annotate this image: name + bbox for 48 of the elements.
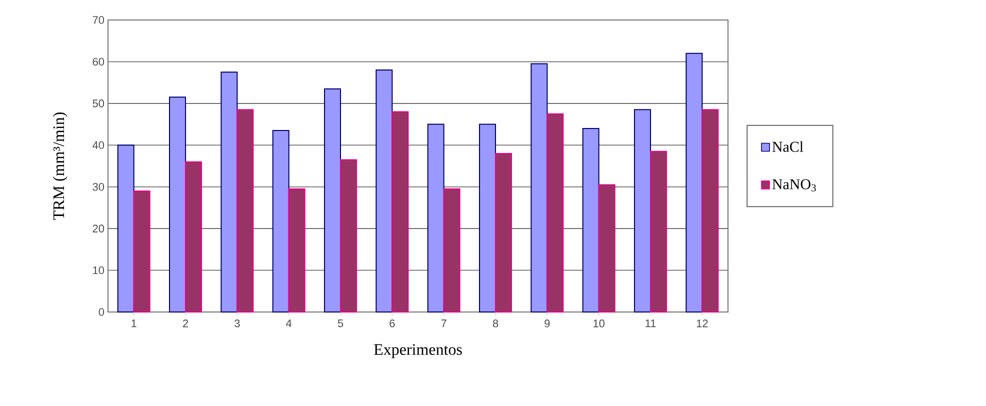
bar <box>376 70 393 312</box>
bar <box>324 88 342 312</box>
y-tick-label: 70 <box>92 16 104 24</box>
x-tick-label: 10 <box>594 320 605 328</box>
bar <box>117 144 134 312</box>
bar <box>133 190 150 312</box>
bar <box>236 109 254 312</box>
bar <box>169 96 186 312</box>
bar <box>495 152 512 312</box>
x-tick-label: 11 <box>646 320 656 328</box>
x-tick-label: 4 <box>286 320 292 328</box>
bar <box>185 161 202 312</box>
bar <box>634 109 651 312</box>
x-axis-title: Experimentos <box>374 344 462 358</box>
x-tick-label: 7 <box>441 320 446 328</box>
bar <box>546 113 564 312</box>
x-tick-label: 12 <box>696 320 708 328</box>
bar <box>598 184 616 312</box>
y-axis-title: TRM (mm³/min) <box>52 112 68 220</box>
y-tick-label: 20 <box>92 224 104 232</box>
x-tick-label: 2 <box>183 320 188 328</box>
bar <box>686 52 703 312</box>
x-tick-label: 5 <box>338 320 344 328</box>
y-tick-label: 50 <box>92 100 104 108</box>
bar <box>392 111 409 312</box>
y-tick-label: 0 <box>98 308 104 316</box>
bar <box>427 124 444 312</box>
x-tick-label: 8 <box>492 320 498 328</box>
bar <box>650 150 667 312</box>
y-tick-label: 10 <box>93 266 104 274</box>
y-tick-label: 40 <box>92 141 104 150</box>
x-tick-label: 3 <box>234 320 240 328</box>
bar <box>220 72 238 312</box>
x-tick-label: 1 <box>132 320 136 328</box>
bar <box>340 159 358 312</box>
x-tick-label: 6 <box>390 320 395 328</box>
legend-label: NaCl <box>772 141 804 152</box>
bar <box>702 109 719 312</box>
bar <box>530 63 548 312</box>
bar <box>582 128 600 312</box>
legend-label: NaNO$_{3}$ <box>772 179 816 192</box>
bar <box>479 124 496 312</box>
bar <box>443 188 460 312</box>
bar <box>272 130 290 312</box>
x-tick-label: 9 <box>544 320 550 328</box>
y-tick-label: 60 <box>92 58 104 66</box>
bar <box>288 188 306 312</box>
y-tick-label: 30 <box>92 182 104 191</box>
